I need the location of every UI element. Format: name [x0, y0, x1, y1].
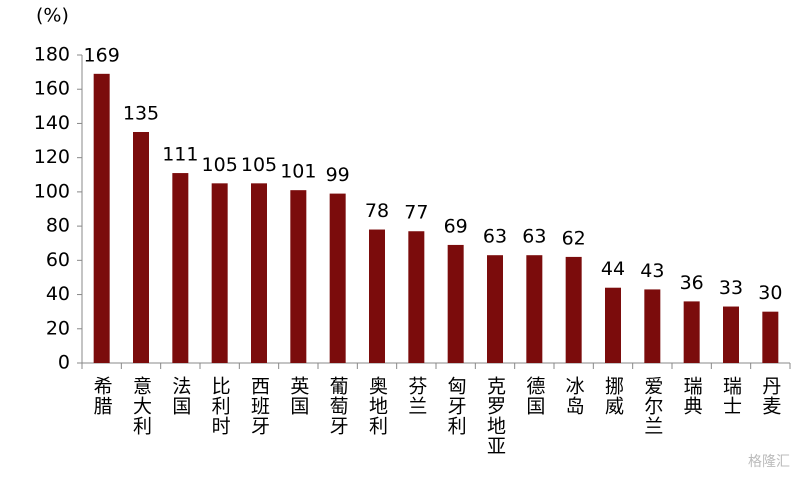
x-tick-label: 挪威 — [602, 376, 624, 416]
x-tick-label: 希腊 — [91, 376, 113, 416]
y-tick-label: 160 — [34, 78, 70, 100]
data-label: 33 — [719, 277, 743, 299]
bar — [487, 255, 503, 363]
y-tick-label: 20 — [46, 317, 70, 339]
data-label: 63 — [522, 226, 546, 248]
data-label: 43 — [640, 260, 664, 282]
bar — [605, 287, 621, 363]
x-tick-label: 英国 — [287, 376, 309, 416]
x-tick-label: 意大利 — [130, 376, 152, 436]
bar — [565, 256, 582, 363]
y-tick-label: 40 — [46, 283, 70, 305]
y-tick-label: 180 — [34, 44, 70, 66]
data-label: 105 — [202, 154, 238, 176]
data-label: 44 — [601, 258, 625, 280]
data-label: 111 — [162, 144, 198, 166]
x-tick-label: 德国 — [523, 376, 545, 416]
data-label: 62 — [562, 227, 586, 249]
y-axis-label: (%) — [36, 5, 69, 27]
data-label: 135 — [123, 103, 159, 125]
x-tick-label: 匈牙利 — [445, 376, 467, 436]
bar — [723, 306, 739, 363]
x-tick-label: 丹麦 — [759, 376, 781, 416]
x-tick-label: 西班牙 — [248, 376, 270, 436]
x-tick-label: 比利时 — [209, 376, 231, 436]
y-tick-label: 140 — [34, 112, 70, 134]
watermark: 格隆汇 — [748, 454, 790, 470]
x-tick-label: 瑞士 — [720, 376, 742, 416]
x-tick-label: 爱尔兰 — [641, 376, 663, 436]
data-label: 169 — [84, 44, 120, 66]
bar — [762, 311, 779, 363]
bar — [329, 193, 346, 363]
bar — [172, 173, 189, 363]
x-tick-label: 瑞典 — [681, 376, 703, 416]
bar — [93, 73, 110, 364]
x-tick-label: 冰岛 — [563, 376, 585, 416]
y-tick-label: 120 — [34, 146, 70, 168]
data-label: 69 — [444, 215, 468, 237]
data-label: 105 — [241, 154, 277, 176]
data-label: 77 — [404, 202, 428, 224]
bar — [644, 289, 661, 363]
data-label: 99 — [326, 164, 350, 186]
data-label: 63 — [483, 226, 507, 248]
data-label: 36 — [680, 272, 704, 294]
bar — [133, 132, 149, 363]
y-tick-label: 80 — [46, 215, 70, 237]
x-tick-label: 克罗地亚 — [484, 376, 506, 456]
data-label: 78 — [365, 200, 389, 222]
bar — [251, 183, 267, 363]
x-tick-label: 葡萄牙 — [327, 376, 349, 436]
bar — [447, 244, 464, 363]
bar — [290, 190, 307, 363]
y-tick-label: 100 — [34, 180, 70, 202]
data-label: 101 — [280, 161, 316, 183]
x-tick-label: 法国 — [169, 376, 191, 416]
bar — [683, 301, 700, 363]
x-tick-label: 奥地利 — [366, 376, 388, 436]
y-tick-label: 0 — [58, 352, 70, 374]
bar — [369, 229, 385, 363]
bar — [408, 231, 425, 363]
bar — [211, 183, 228, 363]
x-tick-label: 芬兰 — [405, 376, 427, 416]
bar — [526, 255, 543, 363]
data-label: 30 — [758, 282, 782, 304]
y-tick-label: 60 — [46, 249, 70, 271]
